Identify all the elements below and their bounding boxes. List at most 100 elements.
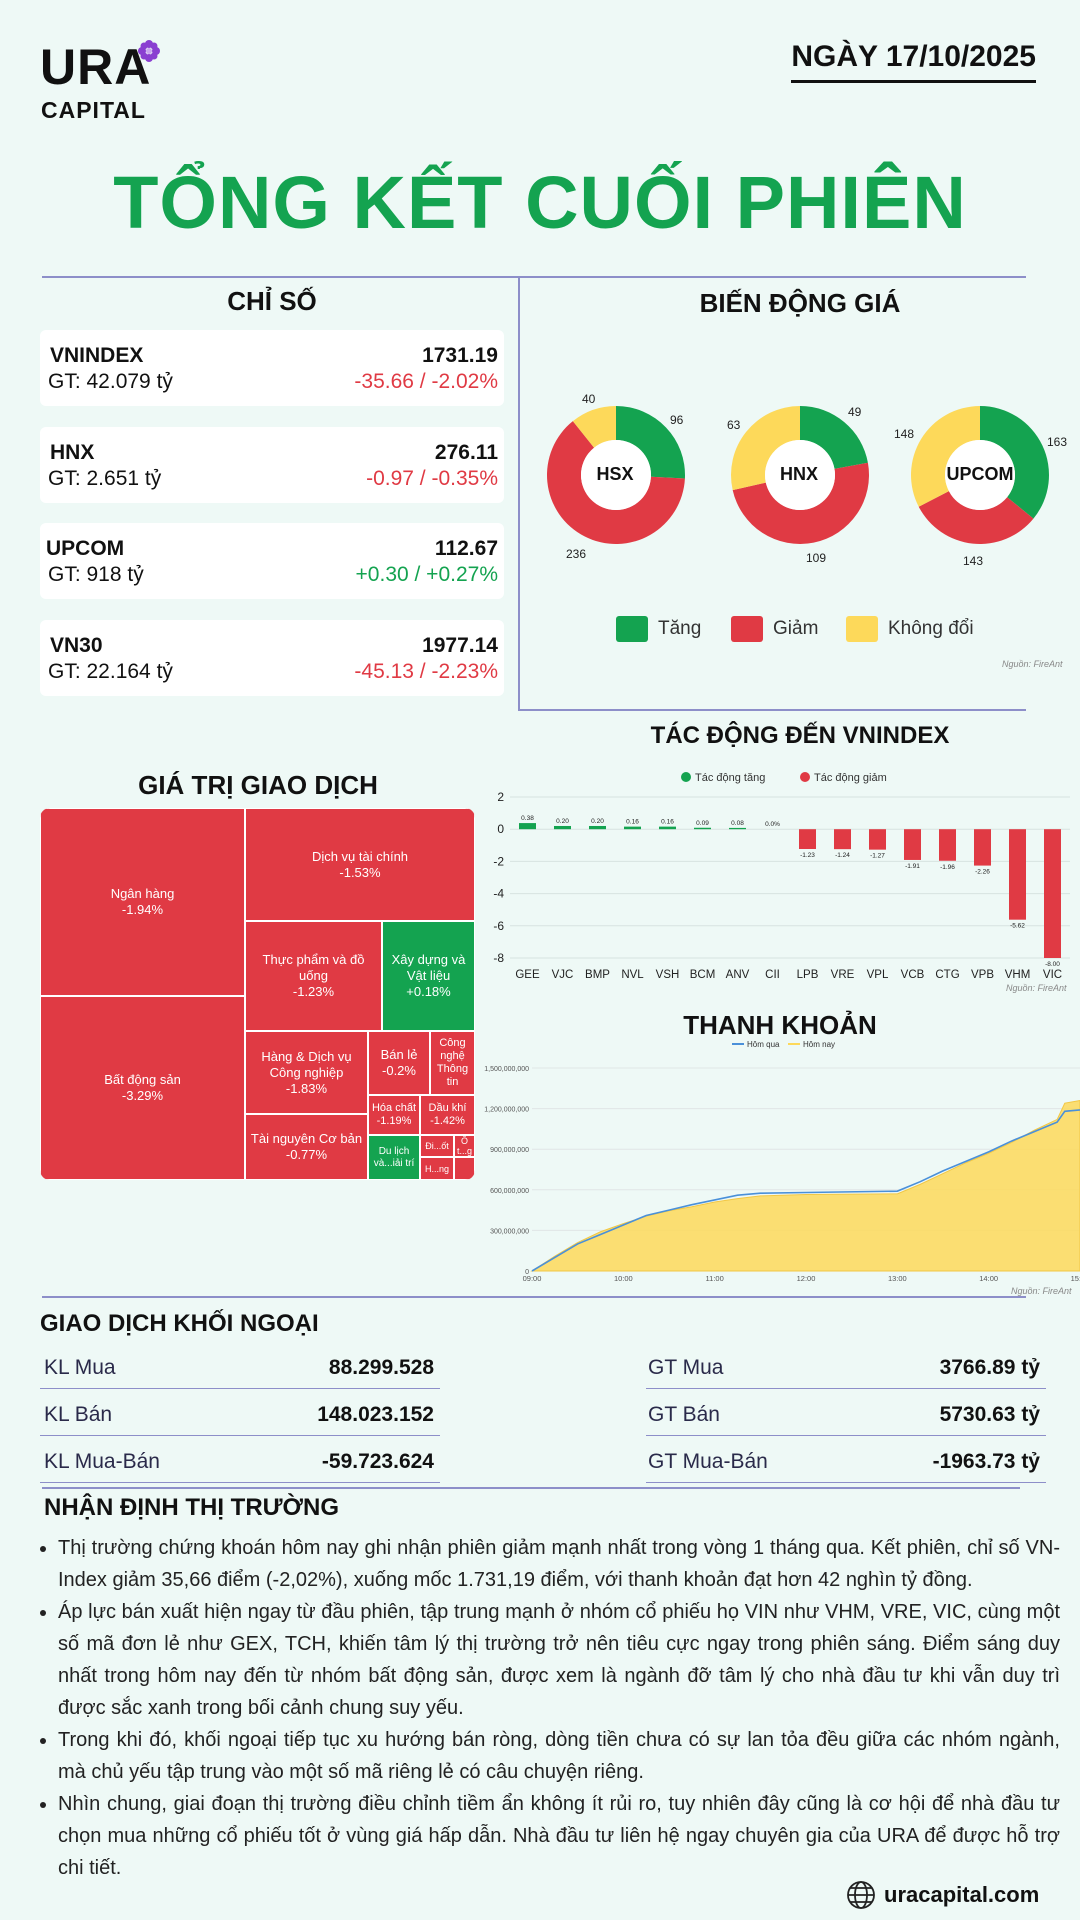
foreign-value-table: GT Mua 3766.89 tỷ GT Bán 5730.63 tỷ GT Mua… xyxy=(646,1342,1046,1483)
treemap-cell[interactable]: Dịch vụ tài chính -1.53% xyxy=(245,808,475,921)
x-tick-label: VIC xyxy=(1043,969,1062,981)
legend-down-swatch xyxy=(731,616,763,642)
x-tick-label: NVL xyxy=(621,969,644,981)
treemap-cell[interactable]: Thực phẩm và đồ uống -1.23% xyxy=(245,921,382,1031)
divider xyxy=(518,276,520,710)
bar-BMP xyxy=(589,825,606,830)
x-tick-label: 10:00 xyxy=(614,1274,633,1283)
treemap-cell[interactable]: H...ng xyxy=(420,1157,454,1180)
bar-VSH xyxy=(659,826,676,830)
y-tick-label: 600,000,000 xyxy=(490,1188,529,1195)
x-tick-label: VHM xyxy=(1005,969,1031,981)
hsx-down-count: 236 xyxy=(566,547,587,561)
foreign-value: -59.723.624 xyxy=(321,1450,434,1473)
bar-VPL xyxy=(869,829,886,850)
website-link[interactable]: uracapital.com xyxy=(884,1882,1040,1907)
page-title: TỔNG KẾT CUỐI PHIÊN xyxy=(113,161,967,244)
foreign-row: KL Mua 88.299.528 xyxy=(40,1342,440,1389)
treemap-cell[interactable]: Ô t...g xyxy=(454,1135,475,1157)
treemap-cell[interactable]: Hàng & Dịch vụ Công nghiệp -1.83% xyxy=(245,1031,368,1114)
index-card-upcom: UPCOM GT: 918 tỷ 112.67 +0.30 / +0.27% xyxy=(40,523,504,599)
data-label: -1.96 xyxy=(940,864,955,871)
data-label: -1.24 xyxy=(835,852,850,859)
foreign-value: 148.023.152 xyxy=(317,1403,434,1426)
treemap-cell[interactable]: Tài nguyên Cơ bản -0.77% xyxy=(245,1114,368,1180)
donut-slice-up xyxy=(616,406,685,479)
foreign-row: GT Mua-Bán -1963.73 tỷ xyxy=(646,1436,1046,1483)
cell-name: Du lịch và...iải trí xyxy=(373,1145,415,1169)
data-label: -1.91 xyxy=(905,863,920,870)
divider xyxy=(518,709,1026,711)
flower-icon xyxy=(138,40,160,62)
x-tick-label: 11:00 xyxy=(706,1274,724,1283)
y-tick-label: -4 xyxy=(493,887,504,901)
commentary-title: NHẬN ĐỊNH THỊ TRƯỜNG xyxy=(44,1494,340,1521)
index-card-hnx: HNX GT: 2.651 tỷ 276.11 -0.97 / -0.35% xyxy=(40,427,504,503)
foreign-label: KL Mua xyxy=(44,1356,116,1379)
y-tick-label: 2 xyxy=(497,790,504,804)
x-tick-label: GEE xyxy=(515,969,540,981)
bar-VRE xyxy=(834,829,851,850)
footer-website[interactable]: uracapital.com xyxy=(846,1878,1046,1912)
donut-slice-down xyxy=(547,421,685,544)
treemap-cell[interactable]: Ngân hàng -1.94% xyxy=(40,808,245,996)
commentary-bullet: Thị trường chứng khoán hôm nay ghi nhận … xyxy=(58,1532,1060,1596)
treemap-cell[interactable]: Hóa chất -1.19% xyxy=(368,1095,420,1135)
breadth-donuts xyxy=(547,406,1049,545)
treemap-cell[interactable]: Đi...ốt xyxy=(420,1135,454,1157)
cell-name: Công nghệ Thông tin xyxy=(436,1037,469,1088)
data-label: 0.20 xyxy=(591,818,604,825)
foreign-volume-table: KL Mua 88.299.528 KL Bán 148.023.152 KL Mu… xyxy=(40,1342,440,1483)
foreign-label: GT Mua-Bán xyxy=(648,1450,768,1473)
treemap-cell[interactable]: Dầu khí -1.42% xyxy=(420,1095,475,1135)
x-tick-label: VRE xyxy=(831,969,855,981)
brand-sub: CAPITAL xyxy=(41,97,146,123)
treemap-cell[interactable]: Xây dựng và Vật liệu +0.18% xyxy=(382,921,475,1031)
y-tick-label: 1,200,000,000 xyxy=(484,1107,529,1114)
foreign-value: 3766.89 tỷ xyxy=(939,1356,1040,1379)
treemap-cell[interactable] xyxy=(454,1157,475,1180)
cell-name: Thực phẩm và đồ uống xyxy=(262,952,365,983)
commentary-bullet: Nhìn chung, giai đoạn thị trường điều ch… xyxy=(58,1788,1060,1884)
cell-name: Dịch vụ tài chính xyxy=(311,848,409,864)
x-tick-label: BCM xyxy=(690,969,716,981)
impact-title: TÁC ĐỘNG ĐẾN VNINDEX xyxy=(650,722,950,749)
cell-change: -3.29% xyxy=(121,1088,164,1103)
index-value-traded: GT: 2.651 tỷ xyxy=(48,467,162,490)
y-tick-label: 0 xyxy=(497,822,504,836)
x-tick-label: VPB xyxy=(971,969,994,981)
data-label: 0.20 xyxy=(556,818,569,825)
foreign-label: KL Bán xyxy=(44,1403,113,1426)
treemap-cell[interactable]: Du lịch và...iải trí xyxy=(368,1135,420,1180)
y-tick-label: -6 xyxy=(493,919,504,933)
x-tick-label: 15:00 xyxy=(1071,1274,1080,1283)
legend-down-dot xyxy=(800,772,810,782)
y-tick-label: 300,000,000 xyxy=(490,1228,529,1235)
bar-LPB xyxy=(799,829,816,850)
legend-flat-label: Không đổi xyxy=(888,618,974,639)
data-label: 0.38 xyxy=(521,815,534,822)
y-tick-label: 900,000,000 xyxy=(490,1147,529,1154)
impact-chart: Tác động tăng Tác động giảm 2 0 -2 -4 -6 -8 0.38… xyxy=(493,772,1070,981)
x-tick-label: BMP xyxy=(585,969,610,981)
legend-down-label: Tác động giảm xyxy=(814,772,887,784)
liquidity-title: THANH KHOẢN xyxy=(683,1010,877,1040)
legend-up-label: Tác động tăng xyxy=(695,772,765,784)
cell-name: Ngân hàng xyxy=(110,886,175,901)
treemap-cell[interactable]: Công nghệ Thông tin xyxy=(430,1031,475,1095)
cell-name: Tài nguyên Cơ bản xyxy=(250,1131,363,1146)
foreign-label: GT Bán xyxy=(648,1403,720,1426)
legend-label: Hôm nay xyxy=(803,1040,835,1049)
x-tick-label: VJC xyxy=(552,969,574,981)
x-tick-label: VCB xyxy=(901,969,925,981)
index-point: 1977.14 xyxy=(422,634,498,657)
x-tick-label: LPB xyxy=(797,969,819,981)
foreign-value: -1963.73 tỷ xyxy=(932,1450,1040,1473)
treemap-cell[interactable]: Bất động sản -3.29% xyxy=(40,996,245,1180)
upcom-flat-count: 148 xyxy=(894,427,915,441)
index-card-vn30: VN30 GT: 22.164 tỷ 1977.14 -45.13 / -2.2… xyxy=(40,620,504,696)
data-label: -1.27 xyxy=(870,853,885,860)
index-point: 112.67 xyxy=(434,537,498,560)
data-label: 0.08 xyxy=(731,820,744,827)
treemap-cell[interactable]: Bán lẻ -0.2% xyxy=(368,1031,430,1095)
